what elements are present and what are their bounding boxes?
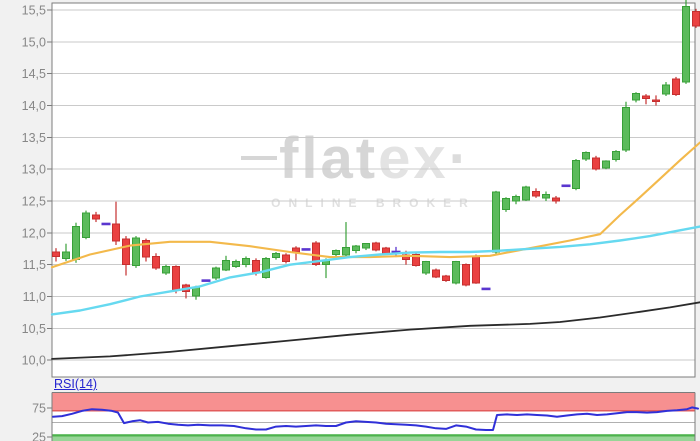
- y-axis-label: 13,0: [22, 163, 46, 177]
- candle-down: [122, 238, 130, 266]
- candle-up: [612, 150, 620, 161]
- rsi-line: [52, 406, 699, 431]
- candle-down: [652, 99, 660, 103]
- candle-down: [442, 275, 450, 282]
- y-axis-label: 11,0: [23, 290, 46, 304]
- rsi-indicator-label[interactable]: RSI(14): [54, 377, 98, 391]
- watermark-dot: ·: [448, 126, 468, 191]
- price-panel-border: [51, 2, 696, 378]
- candle-down: [372, 242, 380, 251]
- candle-up: [232, 261, 240, 268]
- y-axis-label: 10,0: [22, 354, 46, 368]
- candle-down: [112, 223, 120, 242]
- candle-down: [432, 269, 440, 278]
- y-axis-label: 12,5: [22, 195, 46, 209]
- candle-up: [582, 152, 590, 160]
- y-axis-label: 15,0: [22, 35, 46, 49]
- y-axis-label: 14,0: [22, 99, 46, 113]
- rsi-axis-label: 75: [32, 402, 46, 416]
- candle-up: [622, 106, 630, 151]
- candle-up: [362, 243, 370, 249]
- candle-down: [462, 264, 470, 286]
- candle-up: [542, 194, 550, 199]
- candle-up: [492, 191, 500, 253]
- candle-down: [382, 247, 390, 254]
- candle-down: [672, 78, 680, 96]
- candle-down: [472, 255, 480, 284]
- y-axis-label: 14,5: [22, 67, 46, 81]
- candle-up: [72, 226, 80, 261]
- candle-up: [242, 257, 250, 266]
- candle-up: [452, 261, 460, 284]
- watermark-brand-left: flat: [279, 126, 379, 191]
- candle-down: [92, 214, 100, 220]
- candle-down: [52, 251, 60, 257]
- candle-up: [572, 159, 580, 189]
- y-axis-label: 13,5: [22, 131, 46, 145]
- ma-slow-orange-line: [50, 141, 700, 269]
- rsi-overbought-band: [52, 392, 695, 411]
- candle-up: [602, 160, 610, 169]
- flatex-watermark: flatex· ONLINE BROKER: [52, 130, 695, 210]
- candle-down: [172, 266, 180, 291]
- watermark-dash: [241, 156, 278, 160]
- candle-up: [162, 266, 170, 274]
- candle-up: [422, 261, 430, 274]
- candle-up: [632, 92, 640, 101]
- candle-up: [502, 198, 510, 210]
- candle-up: [272, 252, 280, 259]
- candle-down: [252, 259, 260, 274]
- candle-up: [132, 237, 140, 266]
- rsi-oversold-band: [52, 434, 695, 441]
- candle-up: [222, 259, 230, 271]
- candle-up: [352, 245, 360, 252]
- y-axis-label: 15,5: [22, 4, 46, 18]
- candle-down: [152, 255, 160, 269]
- y-axis-label: 10,5: [22, 322, 46, 336]
- price-panel-background: [52, 3, 695, 377]
- candle-down: [552, 197, 560, 202]
- candle-up: [522, 186, 530, 201]
- candle-up: [662, 84, 670, 95]
- candle-down: [532, 191, 540, 197]
- rsi-axis-label: 25: [32, 431, 46, 441]
- candle-up: [82, 212, 90, 238]
- ma-fast-cyan-line: [50, 225, 700, 316]
- candle-up: [682, 5, 690, 83]
- watermark-subtitle: ONLINE BROKER: [271, 196, 476, 210]
- watermark-brand-right: ex: [378, 126, 449, 191]
- candle-up: [332, 250, 340, 256]
- y-axis-label: 11,5: [23, 258, 46, 272]
- trend-black-line: [51, 301, 700, 360]
- candle-up: [262, 257, 270, 278]
- candle-up: [342, 247, 350, 256]
- candle-up: [212, 267, 220, 279]
- y-axis-label: 12,0: [22, 226, 46, 240]
- candle-down: [412, 254, 420, 266]
- candle-up: [512, 196, 520, 202]
- candle-down: [642, 95, 650, 100]
- candle-down: [592, 157, 600, 170]
- candle-up: [62, 251, 70, 259]
- candle-down: [282, 254, 290, 263]
- candle-down: [692, 10, 700, 27]
- candle-down: [142, 240, 150, 258]
